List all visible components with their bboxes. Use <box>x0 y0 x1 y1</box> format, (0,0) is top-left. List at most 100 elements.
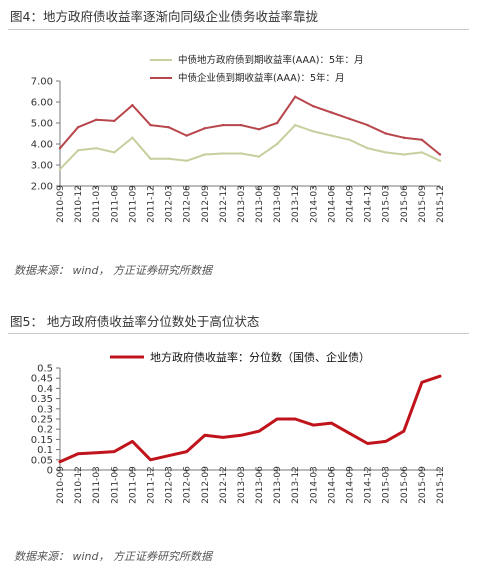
x-tick-label: 2015-06 <box>400 466 410 504</box>
x-tick-label: 2015-03 <box>382 185 392 223</box>
y-tick-label: 6.00 <box>31 98 53 109</box>
x-tick-label: 2010-09 <box>56 185 66 223</box>
data-point <box>239 152 243 155</box>
x-tick-label: 2013-12 <box>291 466 301 504</box>
data-point <box>402 136 406 139</box>
data-point <box>330 421 333 425</box>
data-point <box>257 430 261 433</box>
data-point <box>113 450 116 453</box>
x-tick-label: 2010-12 <box>74 466 84 504</box>
data-point <box>131 103 134 107</box>
x-tick-label: 2015-06 <box>400 185 410 223</box>
data-point <box>366 123 369 127</box>
data-point <box>113 151 116 154</box>
y-tick-label: 0.5 <box>37 364 53 375</box>
x-tick-label: 2013-09 <box>273 466 283 504</box>
x-tick-label: 2014-03 <box>309 466 319 504</box>
x-tick-label: 2015-09 <box>418 185 428 223</box>
x-tick-label: 2011-03 <box>92 185 102 223</box>
y-tick-label: 2.00 <box>31 182 53 193</box>
x-tick-label: 2015-09 <box>418 466 428 504</box>
data-point <box>221 123 225 127</box>
x-tick-label: 2013-03 <box>237 466 247 504</box>
legend-label-pct: 地方政府债收益率：分位数（国债、企业债） <box>150 350 370 364</box>
figure5-source: 数据来源： wind， 方正证券研究所数据 <box>14 550 212 563</box>
y-tick-label: 0 <box>47 466 53 477</box>
data-point <box>438 159 442 162</box>
data-point <box>58 460 62 464</box>
y-tick-label: 0.25 <box>31 415 53 426</box>
x-tick-label: 2014-12 <box>364 466 374 504</box>
x-tick-label: 2012-06 <box>183 185 193 223</box>
x-tick-label: 2012-06 <box>183 466 193 504</box>
data-point <box>275 142 279 146</box>
data-point <box>149 458 152 461</box>
data-point <box>384 440 387 443</box>
data-point <box>167 454 170 457</box>
x-tick-label: 2012-03 <box>165 185 175 223</box>
data-point <box>294 417 297 421</box>
x-tick-label: 2013-09 <box>273 185 283 223</box>
y-tick-label: 7.00 <box>31 77 53 88</box>
x-tick-label: 2014-09 <box>346 185 356 223</box>
x-tick-label: 2010-09 <box>56 466 66 504</box>
data-point <box>221 436 225 439</box>
figure5-title: 图5： 地方政府债收益率分位数处于高位状态 <box>10 314 260 329</box>
x-tick-label: 2011-09 <box>128 185 138 223</box>
x-tick-label: 2011-09 <box>128 466 138 504</box>
data-point <box>131 440 134 443</box>
y-tick-label: 0.3 <box>37 404 53 415</box>
x-tick-label: 2015-12 <box>436 466 446 504</box>
data-point <box>58 147 62 150</box>
data-point <box>438 153 442 156</box>
data-point <box>384 151 387 154</box>
data-point <box>348 138 351 141</box>
y-tick-label: 0.45 <box>31 374 53 385</box>
data-point <box>131 136 134 139</box>
data-point <box>239 434 243 437</box>
data-point <box>312 423 315 427</box>
x-tick-label: 2013-06 <box>255 185 265 223</box>
figure4-title: 图4：地方政府债收益率逐渐向同级企业债务收益率靠拢 <box>10 9 318 24</box>
legend-label-corp: 中债企业债到期收益率(AAA)：5年：月 <box>178 72 344 84</box>
data-point <box>402 153 406 156</box>
x-tick-label: 2011-12 <box>146 466 156 504</box>
data-point <box>257 155 261 158</box>
legend-label-muni: 中债地方政府债到期收益率(AAA)：5年：月 <box>178 54 363 66</box>
data-point <box>275 121 279 125</box>
data-point <box>185 134 188 137</box>
x-tick-label: 2013-12 <box>291 185 301 223</box>
data-point <box>149 123 152 127</box>
data-point <box>366 147 369 150</box>
data-point <box>294 95 297 98</box>
x-tick-label: 2011-12 <box>146 185 156 223</box>
x-tick-label: 2010-12 <box>74 185 84 223</box>
y-tick-label: 0.05 <box>31 455 53 466</box>
data-point <box>185 159 188 162</box>
data-point <box>239 123 243 127</box>
data-point <box>76 452 80 455</box>
data-point <box>348 117 351 121</box>
figure4-title-rule <box>8 29 469 30</box>
data-point <box>167 126 170 129</box>
series-line-0 <box>59 124 441 171</box>
data-point <box>203 434 206 437</box>
data-point <box>203 153 206 156</box>
data-point <box>221 152 225 155</box>
data-point <box>438 374 442 378</box>
figure5-title-rule <box>8 333 469 334</box>
x-tick-label: 2012-09 <box>201 185 211 223</box>
data-point <box>185 450 188 453</box>
x-tick-label: 2012-03 <box>165 466 175 504</box>
data-point <box>58 168 62 171</box>
data-point <box>149 157 152 160</box>
y-tick-label: 0.15 <box>31 435 53 446</box>
data-point <box>94 118 98 122</box>
data-point <box>330 111 333 114</box>
x-tick-label: 2014-09 <box>346 466 356 504</box>
x-tick-label: 2014-06 <box>327 466 337 504</box>
data-point <box>94 451 98 454</box>
x-tick-label: 2015-12 <box>436 185 446 223</box>
x-tick-label: 2011-06 <box>110 185 120 223</box>
x-tick-label: 2012-12 <box>219 466 229 504</box>
